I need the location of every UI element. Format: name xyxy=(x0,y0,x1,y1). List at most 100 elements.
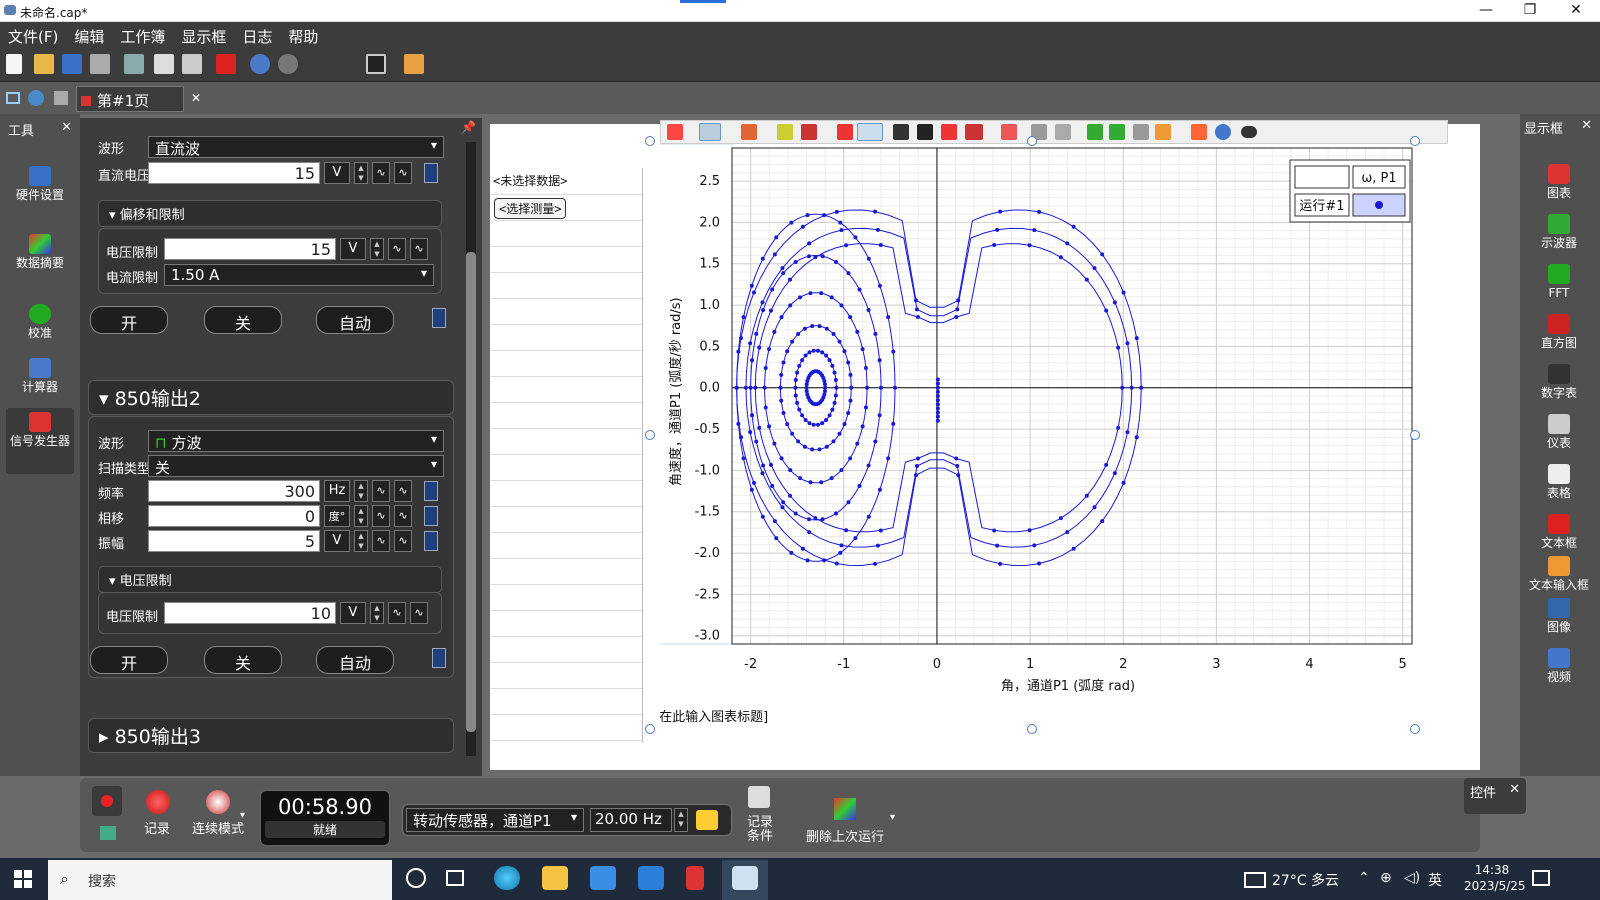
table-row[interactable] xyxy=(491,429,642,455)
resize-handle[interactable] xyxy=(1027,136,1037,146)
open-icon[interactable] xyxy=(34,54,54,74)
pin-graph-icon[interactable] xyxy=(1191,124,1207,140)
display-item-graph[interactable]: 图表 xyxy=(1527,164,1591,200)
vlimit2-input[interactable]: 10 xyxy=(164,602,336,624)
display-item-histogram[interactable]: 直方图 xyxy=(1527,314,1591,350)
display-close-icon[interactable]: ✕ xyxy=(1581,118,1592,133)
output2-off-button[interactable]: 关 xyxy=(204,646,282,674)
window-icon[interactable] xyxy=(6,92,20,104)
taskbar-search[interactable]: ⌕ 搜索 xyxy=(48,860,392,900)
network-icon[interactable]: ⊕ xyxy=(1380,870,1392,886)
app-taskbar-icon[interactable] xyxy=(686,866,704,890)
vlimit2-header[interactable]: ▾ 电压限制 xyxy=(98,566,442,593)
settings-icon[interactable] xyxy=(28,90,44,106)
print-icon[interactable] xyxy=(90,54,110,74)
table-row[interactable] xyxy=(491,325,642,351)
freq-wave-down-icon[interactable]: ∿ xyxy=(372,480,390,502)
table-row[interactable] xyxy=(491,169,642,195)
record-icon[interactable] xyxy=(146,790,170,814)
sweep-select[interactable]: 关 xyxy=(148,455,444,477)
crosshair-icon[interactable] xyxy=(893,124,909,140)
vlimit2-wave-down-icon[interactable]: ∿ xyxy=(388,602,406,624)
display-item-scope[interactable]: 示波器 xyxy=(1527,214,1591,250)
menu-journal[interactable]: 日志 xyxy=(242,28,273,46)
freq-doc-icon[interactable] xyxy=(424,481,438,501)
controls-settings-icon[interactable] xyxy=(100,826,116,840)
menu-edit[interactable]: 编辑 xyxy=(74,28,105,46)
table-row[interactable] xyxy=(491,455,642,481)
menu-workbook[interactable]: 工作簿 xyxy=(120,28,166,46)
dc-wave-up-icon[interactable]: ∿ xyxy=(394,162,412,184)
display-item-digits[interactable]: 数字表 xyxy=(1527,364,1591,400)
vlimit-stepper[interactable]: ▲ ▼ xyxy=(370,238,384,260)
display-item-meter[interactable]: 仪表 xyxy=(1527,414,1591,450)
annotation-icon[interactable] xyxy=(941,124,957,140)
table-row[interactable] xyxy=(491,663,642,689)
rate-stepper[interactable]: ▲ ▼ xyxy=(674,808,688,832)
table-row[interactable] xyxy=(491,715,642,741)
table-row[interactable] xyxy=(491,637,642,663)
record-condition-icon[interactable] xyxy=(748,786,770,808)
dc-doc-icon[interactable] xyxy=(424,163,438,183)
dc-voltage-input[interactable]: 15 xyxy=(148,162,320,184)
table-row[interactable] xyxy=(491,299,642,325)
waveform-select[interactable]: ⊓ 方波 xyxy=(148,430,444,452)
output2-auto-button[interactable]: 自动 xyxy=(316,646,394,674)
resize-handle[interactable] xyxy=(645,136,655,146)
weather-text[interactable]: 27°C 多云 xyxy=(1272,873,1340,889)
graph-settings-icon[interactable] xyxy=(1215,124,1231,140)
tool-data-summary[interactable]: 数据摘要 xyxy=(5,234,75,270)
table-row[interactable] xyxy=(491,247,642,273)
capstone-icon[interactable] xyxy=(732,866,758,890)
tangent-icon[interactable] xyxy=(917,124,933,140)
display-item-fft[interactable]: FFT xyxy=(1527,264,1591,300)
table-row[interactable] xyxy=(491,351,642,377)
mode-icon[interactable] xyxy=(206,790,230,814)
redo-icon[interactable] xyxy=(278,54,298,74)
table-row[interactable] xyxy=(491,611,642,637)
menu-help[interactable]: 帮助 xyxy=(288,28,319,46)
notification-icon[interactable] xyxy=(1532,870,1550,886)
widgets-icon[interactable] xyxy=(446,870,464,886)
amp-wave-up-icon[interactable]: ∿ xyxy=(394,530,412,552)
close-plot-icon[interactable] xyxy=(1133,124,1149,140)
shapes-icon[interactable] xyxy=(741,124,757,140)
delete-icon[interactable] xyxy=(216,54,236,74)
tab-close-icon[interactable]: ✕ xyxy=(190,91,201,105)
phase-input[interactable]: 0 xyxy=(148,505,320,527)
table-row[interactable] xyxy=(491,585,642,611)
taskbar-clock[interactable]: 14:38 2023/5/25 xyxy=(1464,862,1526,894)
amp-input[interactable]: 5 xyxy=(148,530,320,552)
new-icon[interactable] xyxy=(6,54,22,74)
vlimit2-wave-up-icon[interactable]: ∿ xyxy=(410,602,428,624)
menu-file[interactable]: 文件(F) xyxy=(8,28,59,46)
top-waveform-select[interactable]: 直流波 xyxy=(148,136,444,158)
delete-run-icon[interactable] xyxy=(834,798,856,820)
tool-calibrate[interactable]: 校准 xyxy=(5,304,75,340)
table-row[interactable] xyxy=(491,403,642,429)
scale-icon[interactable] xyxy=(667,124,683,140)
display-item-image[interactable]: 图像 xyxy=(1527,598,1591,634)
slope-icon[interactable] xyxy=(1001,124,1017,140)
amp-doc-icon[interactable] xyxy=(424,531,438,551)
dc-voltage-stepper[interactable]: ▲ ▼ xyxy=(354,162,368,184)
camera-icon[interactable] xyxy=(366,54,386,74)
task-view-icon[interactable] xyxy=(406,868,426,888)
store-icon[interactable] xyxy=(590,866,616,890)
undo-icon[interactable] xyxy=(250,54,270,74)
file-explorer-icon[interactable] xyxy=(542,866,568,890)
freq-input[interactable]: 300 xyxy=(148,480,320,502)
overlay-icon[interactable] xyxy=(1155,124,1171,140)
phase-plot[interactable]: -2 -1 0 1 2 3 4 5 2.5 2.0 1.5 1.0 0.5 0.0 -0.5 -1.0 -1.5… xyxy=(660,144,1460,744)
resize-handle[interactable] xyxy=(1410,136,1420,146)
phase-doc-icon[interactable] xyxy=(424,506,438,526)
output3-header[interactable]: ▸ 850输出3 xyxy=(88,718,454,753)
select-range-icon[interactable] xyxy=(699,123,721,141)
select-measurement-button[interactable]: <选择测量> xyxy=(494,198,567,219)
save-icon[interactable] xyxy=(62,54,82,74)
table-row[interactable] xyxy=(491,481,642,507)
out1-doc-icon[interactable] xyxy=(432,308,446,328)
copy-icon[interactable] xyxy=(154,54,174,74)
output2-header[interactable]: ▾ 850输出2 xyxy=(88,380,454,415)
controls-close-icon[interactable]: ✕ xyxy=(1509,782,1520,797)
